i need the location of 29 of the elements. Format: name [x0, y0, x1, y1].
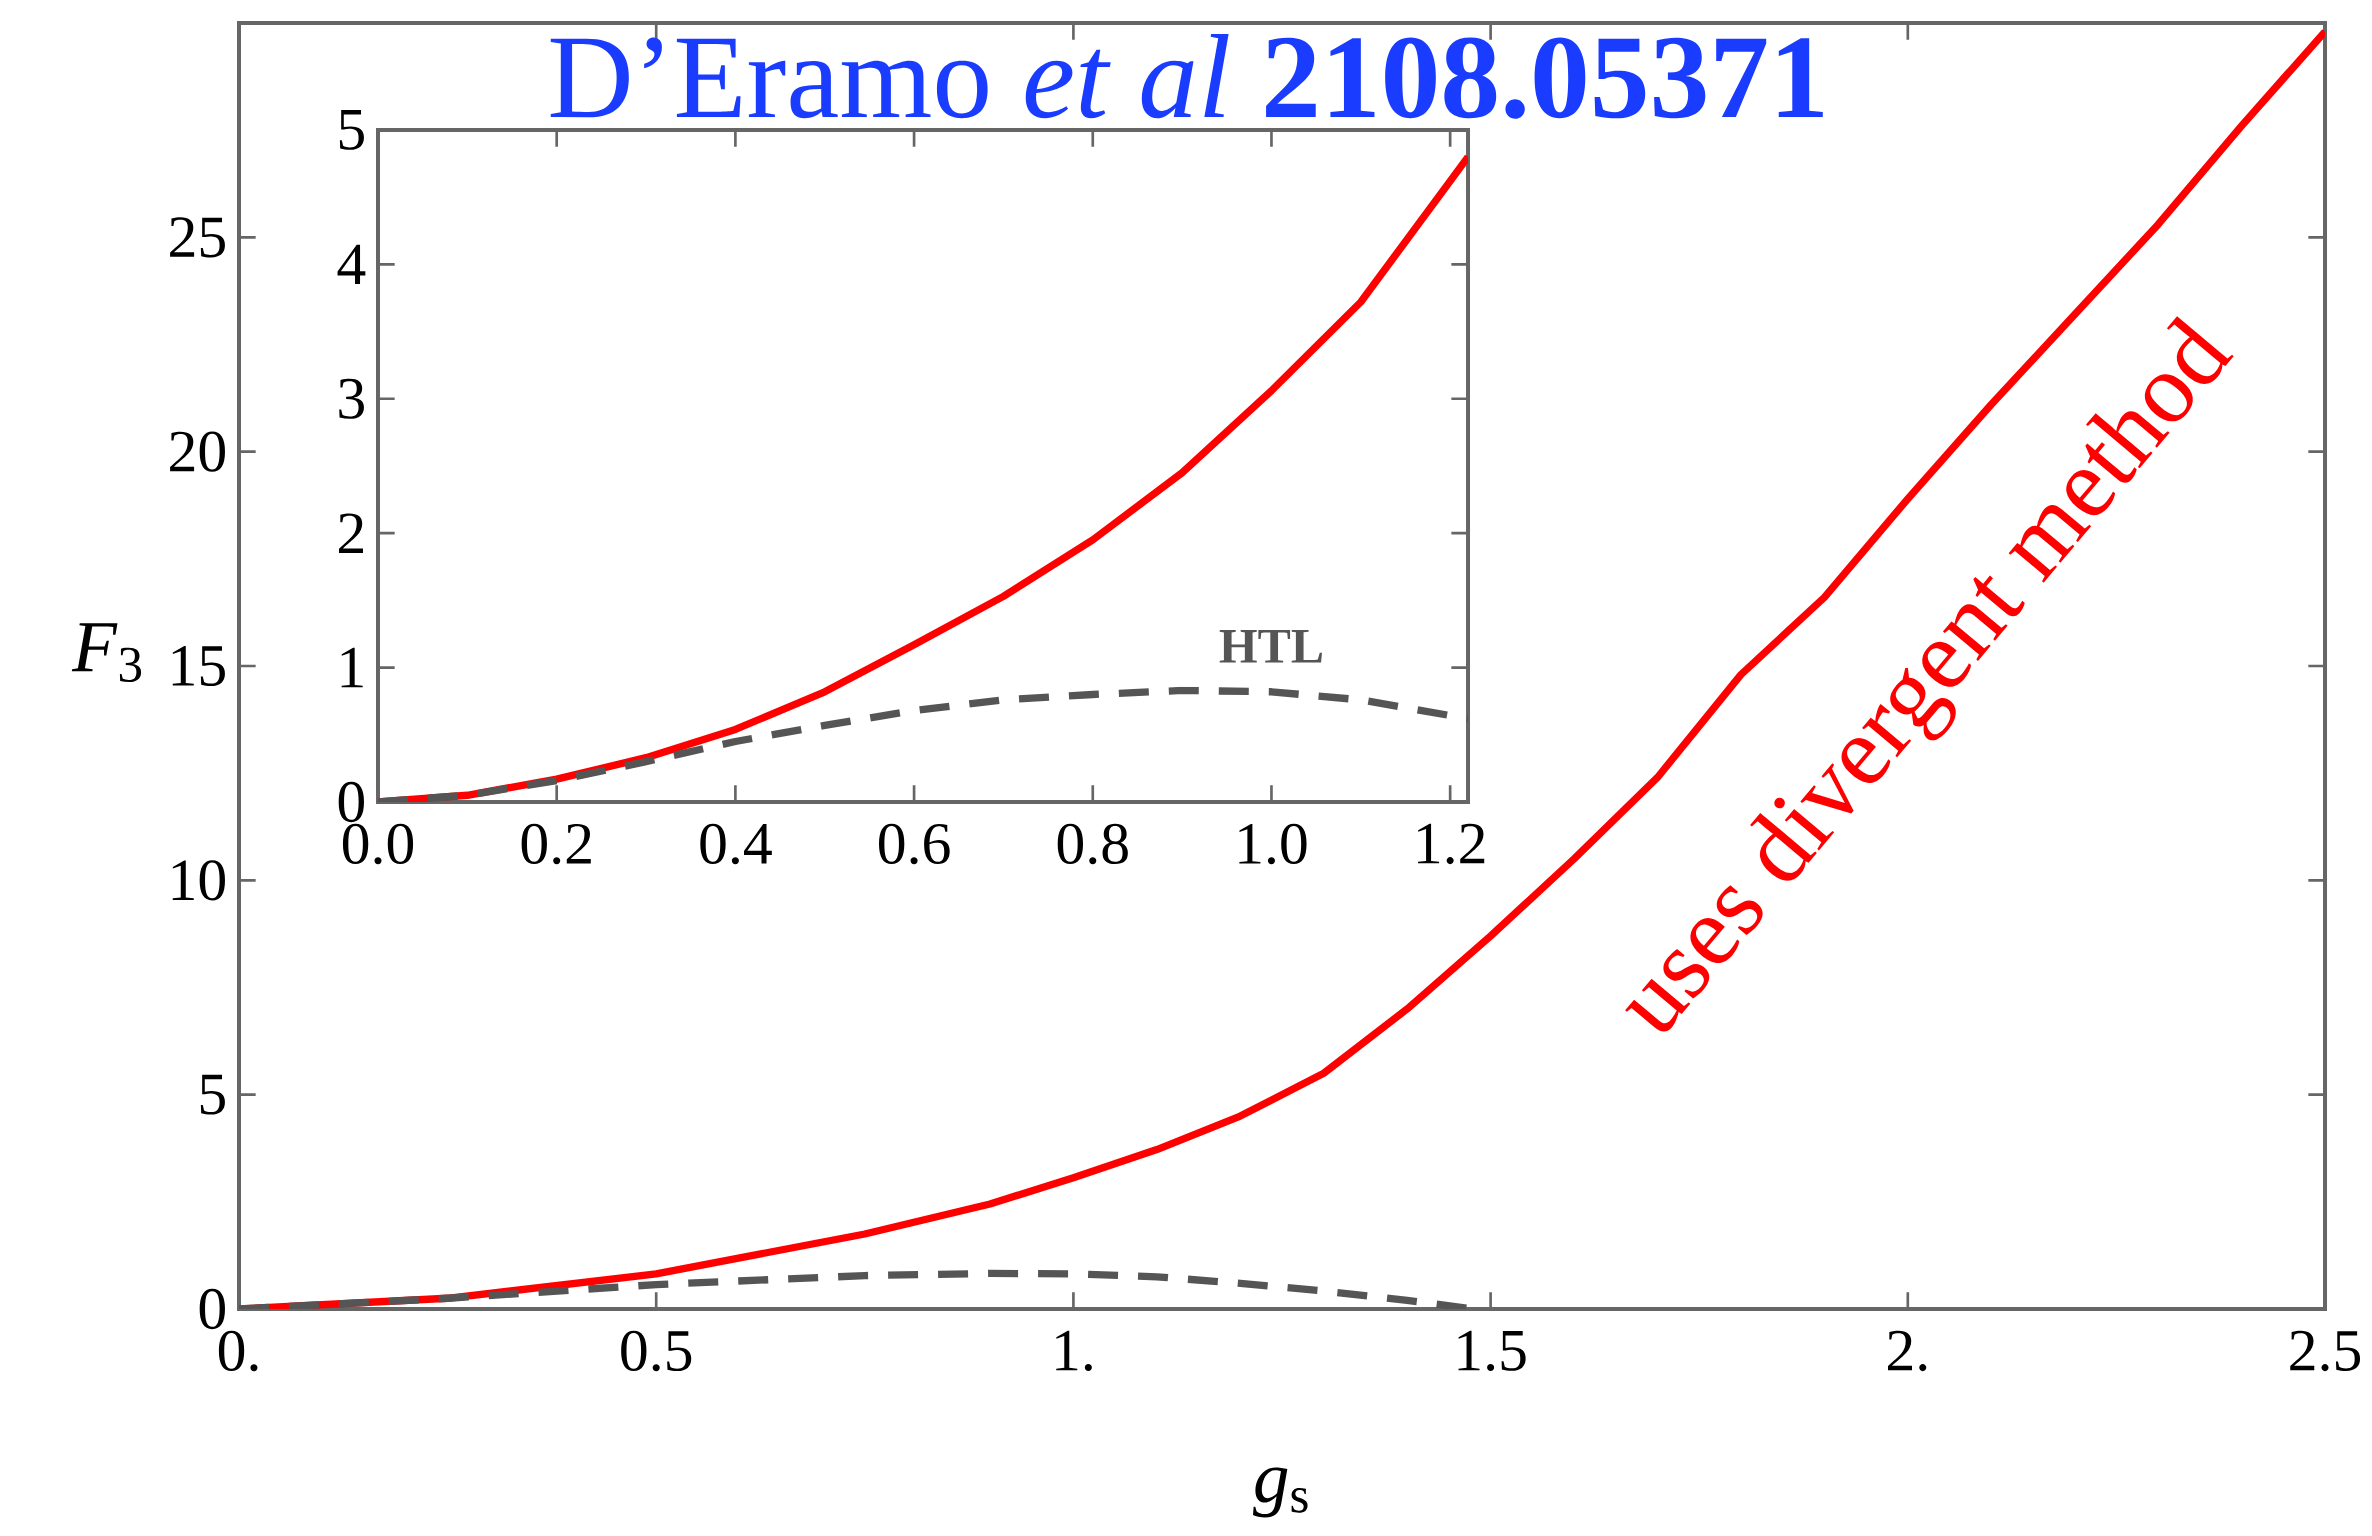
- y-tick-label: 2: [338, 513, 363, 553]
- y-tick-label: 1: [341, 647, 363, 688]
- y-axis-title: F$_{3}$: [71, 623, 142, 683]
- y-tick-label: 0: [199, 1288, 225, 1330]
- y-tick-label: 25: [170, 217, 225, 258]
- y-tick-label: 10: [172, 860, 225, 901]
- x-tick-label: 0.4: [700, 823, 772, 865]
- x-axis-title: g$_{s}$: [1253, 1467, 1308, 1518]
- x-tick-label: 1.: [1056, 1330, 1092, 1372]
- y-tick-label: 15: [172, 645, 225, 687]
- x-tick-label: 0.2: [521, 823, 591, 865]
- x-tick-label: 0.: [218, 1330, 258, 1372]
- y-tick-label: 20: [170, 431, 225, 472]
- x-tick-label: 2.: [1888, 1330, 1927, 1372]
- y-tick-label: 0: [338, 781, 364, 823]
- y-tick-label: 3: [339, 378, 364, 419]
- x-tick-label: 1.5: [1458, 1330, 1526, 1372]
- x-tick-label: 2.5: [2290, 1330, 2361, 1372]
- x-tick-label: 0.8: [1057, 823, 1128, 865]
- y-tick-label: 5: [339, 110, 364, 150]
- x-tick-label: 0.5: [621, 1330, 692, 1372]
- y-tick-label: 4: [337, 244, 366, 285]
- x-tick-label: 0.6: [879, 823, 950, 865]
- series-label: HTL: [1219, 629, 1322, 663]
- y-tick-label: 5: [200, 1074, 225, 1115]
- chart-title: D’Eramo et al 2108.05371: [550, 34, 1823, 119]
- x-tick-label: 1.0: [1239, 823, 1307, 865]
- x-tick-label: 1.2: [1418, 823, 1485, 865]
- x-tick-label: 0.0: [342, 823, 414, 865]
